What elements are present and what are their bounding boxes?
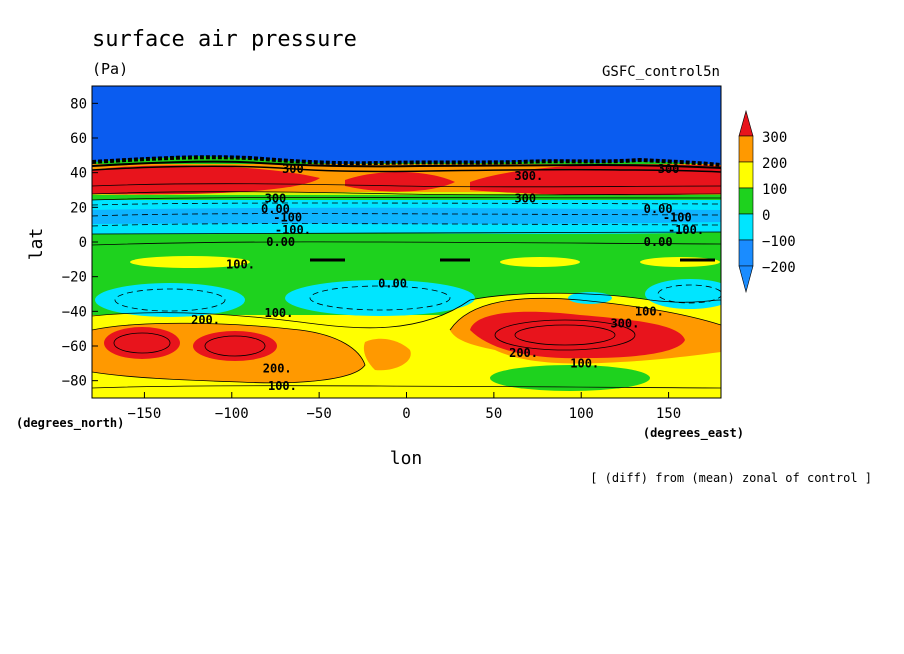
band-subtropical-yellow bbox=[92, 190, 721, 195]
y-tick-label: −20 bbox=[62, 270, 87, 286]
contour-label: 0.00 bbox=[261, 202, 290, 216]
contour-label: 200. bbox=[191, 313, 220, 327]
contour-label: 100. bbox=[264, 306, 293, 320]
contour-label: -100. bbox=[668, 223, 704, 237]
contour-label: 200. bbox=[509, 346, 538, 360]
high-south-3 bbox=[470, 311, 685, 359]
contour-label: -100. bbox=[275, 223, 311, 237]
x-tick-label: 50 bbox=[485, 406, 502, 422]
colorbar-swatch-yellow bbox=[738, 161, 754, 189]
high-north-1 bbox=[92, 165, 320, 195]
colorbar-label: −200 bbox=[762, 260, 796, 276]
contour-label: 100. bbox=[635, 304, 664, 318]
colorbar-label: 200 bbox=[762, 156, 787, 172]
dataset-label: GSFC_control5n bbox=[602, 64, 720, 80]
colorbar-swatch-orange bbox=[738, 135, 754, 163]
colorbar-label: 100 bbox=[762, 182, 787, 198]
colorbar-swatch-green bbox=[738, 187, 754, 215]
streak-yellow-west bbox=[130, 256, 250, 268]
high-north-3 bbox=[470, 164, 721, 196]
contour-lines-negative bbox=[92, 202, 721, 312]
contour-label: 300 bbox=[514, 192, 536, 206]
colorbar-label: −100 bbox=[762, 234, 796, 250]
contour-label: 100. bbox=[268, 379, 297, 393]
high-south-2 bbox=[193, 331, 277, 361]
contour-labels: 300 300300300.3000.00-100-100.0.00-100-10… bbox=[191, 162, 704, 393]
y-axis-label: lat bbox=[26, 228, 47, 261]
y-tick-label: −60 bbox=[62, 339, 87, 355]
footnote: [ (diff) from (mean) zonal of control ] bbox=[590, 471, 872, 485]
patch-south-green bbox=[490, 365, 650, 391]
x-tick-label: 150 bbox=[656, 406, 681, 422]
contour-label: -100 bbox=[273, 211, 302, 225]
units-label: (Pa) bbox=[92, 60, 128, 78]
contour-fringe bbox=[92, 155, 721, 173]
high-south-1 bbox=[104, 327, 180, 359]
blob-orange-center bbox=[363, 338, 411, 371]
chart-title: surface air pressure bbox=[92, 27, 357, 52]
contour-label: 300. bbox=[610, 316, 639, 330]
colorbar-bottom-arrow bbox=[738, 265, 754, 294]
y-tick-label: 20 bbox=[70, 200, 87, 216]
contour-label: 100. bbox=[226, 258, 255, 272]
contour-label: 300 bbox=[658, 162, 680, 176]
contour-field bbox=[92, 86, 721, 398]
colorbar-swatch-cyan bbox=[738, 213, 754, 241]
x-axis: −150 −100 −50 0 50 100 150 bbox=[128, 392, 681, 422]
y-tick-label: 40 bbox=[70, 166, 87, 182]
band-polar-blue bbox=[92, 86, 721, 165]
y-units-label: (degrees_north) bbox=[16, 416, 124, 431]
colorbar-labels: 300 200 100 0 −100 −200 bbox=[762, 130, 796, 276]
contour-label: 100. bbox=[570, 356, 599, 370]
colorbar-label: 0 bbox=[762, 208, 770, 224]
x-tick-label: 100 bbox=[569, 406, 594, 422]
x-tick-label: 0 bbox=[402, 406, 410, 422]
colorbar-label: 300 bbox=[762, 130, 787, 146]
colorbar: 300 200 100 0 −100 −200 bbox=[738, 109, 796, 294]
streak-yellow-center bbox=[500, 257, 580, 267]
contour-label: 300 bbox=[282, 162, 304, 176]
y-tick-label: 60 bbox=[70, 131, 87, 147]
contour-label: 300 bbox=[265, 192, 287, 206]
low-cyan-west bbox=[95, 283, 245, 317]
x-tick-label: −100 bbox=[215, 406, 249, 422]
colorbar-swatch-blue bbox=[738, 239, 754, 267]
x-units-label: (degrees_east) bbox=[643, 426, 744, 441]
x-tick-label: −150 bbox=[128, 406, 162, 422]
contour-label: 0.00 bbox=[378, 277, 407, 291]
x-axis-label: lon bbox=[390, 448, 423, 469]
y-tick-label: 80 bbox=[70, 96, 87, 112]
y-tick-label: −40 bbox=[62, 304, 87, 320]
contour-label: 0.00 bbox=[266, 235, 295, 249]
contour-label: 200. bbox=[263, 362, 292, 376]
contour-label: 0.00 bbox=[644, 202, 673, 216]
contour-label: 300. bbox=[514, 169, 543, 183]
y-tick-label: −80 bbox=[62, 374, 87, 390]
contour-label: -100 bbox=[663, 211, 692, 225]
contour-label: 0.00 bbox=[644, 235, 673, 249]
y-axis: −80 −60 −40 −20 0 20 40 60 80 bbox=[62, 96, 98, 390]
colorbar-top-arrow bbox=[738, 109, 754, 137]
x-tick-label: −50 bbox=[306, 406, 331, 422]
contour-lines bbox=[92, 183, 721, 389]
band-equatorial-blue bbox=[92, 207, 721, 224]
y-tick-label: 0 bbox=[79, 235, 87, 251]
